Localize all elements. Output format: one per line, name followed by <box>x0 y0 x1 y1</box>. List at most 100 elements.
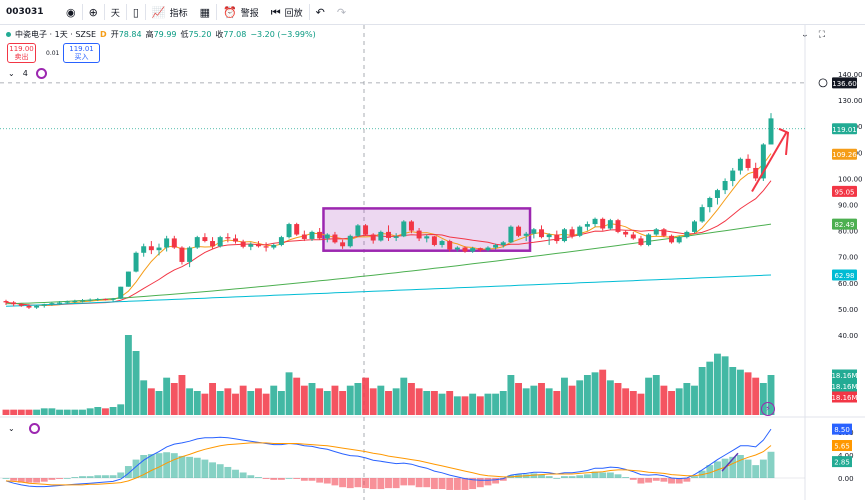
candle-body <box>255 244 261 247</box>
candle-body <box>171 238 177 248</box>
price-chart[interactable]: 140.00130.00120.00110.00100.0090.0080.00… <box>0 25 865 500</box>
alert-button[interactable]: ⏰ 警报 <box>217 0 265 24</box>
volume-bar <box>698 367 706 415</box>
candle-body <box>102 298 108 300</box>
volume-bar <box>277 391 285 415</box>
symbol-search[interactable]: 003031 <box>6 7 44 17</box>
macd-hist-bar <box>232 469 239 478</box>
macd-hist-bar <box>476 478 484 488</box>
indicator-toggle[interactable]: ⌄ 4 <box>8 68 47 79</box>
candle-body <box>431 236 437 245</box>
macd-hist-bar <box>369 478 377 490</box>
price-tick-label: 130.00 <box>838 97 863 105</box>
volume-bar <box>71 409 79 415</box>
macd-hist-bar <box>10 478 18 481</box>
redo-icon[interactable]: ↷ <box>336 5 347 19</box>
price-tag-label: 136.60 <box>832 80 857 88</box>
price-tick-label: 90.00 <box>838 202 858 210</box>
volume-bar <box>33 409 41 415</box>
volume-bar <box>675 388 683 415</box>
volume-bar <box>224 388 232 415</box>
volume-bar <box>507 375 515 415</box>
volume-bar <box>484 393 492 415</box>
candles-style-icon[interactable]: ▯ <box>132 5 139 19</box>
macd-tick-label: 0.00 <box>838 475 854 483</box>
compare-icon[interactable]: ◉ <box>66 5 76 19</box>
lightning-icon[interactable]: ⚡ <box>761 402 775 416</box>
volume-bar <box>308 383 316 415</box>
candle-body <box>623 231 629 235</box>
macd-hist-bar <box>147 454 155 478</box>
undo-icon[interactable]: ↶ <box>315 5 325 19</box>
macd-hist-bar <box>285 478 293 479</box>
volume-bar <box>492 393 500 415</box>
candle-body <box>699 207 705 222</box>
macd-hist-bar <box>109 475 117 478</box>
volume-bar <box>553 391 561 415</box>
volume-bar <box>140 380 148 415</box>
buy-button[interactable]: 119.01 买入 <box>63 43 100 63</box>
volume-tag <box>832 391 857 403</box>
volume-bar <box>599 369 607 415</box>
candle-body <box>156 247 162 251</box>
chevron-down-icon[interactable]: ⌄ <box>8 69 15 78</box>
layout-grid-icon[interactable]: ▦ <box>199 5 211 19</box>
fullscreen-icon[interactable]: ⛶ <box>818 30 825 40</box>
macd-hist-bar <box>102 475 109 478</box>
candle-body <box>187 247 193 262</box>
macd-hist-bar <box>132 459 140 478</box>
sell-label: 卖出 <box>14 53 29 61</box>
indicators-button[interactable]: 📈 指标 <box>146 0 194 24</box>
spread-value: 0.01 <box>46 50 60 57</box>
macd-hist-bar <box>660 478 668 482</box>
volume-bar <box>438 393 446 415</box>
volume-bar <box>515 383 522 415</box>
interval-button[interactable]: 天 <box>110 8 120 19</box>
macd-hist-bar <box>629 478 637 480</box>
replay-label: 回放 <box>284 8 303 19</box>
alarm-clock-icon: ⏰ <box>223 5 237 19</box>
ma-xlong-line <box>5 274 772 307</box>
candle-body <box>516 226 522 236</box>
volume-bar <box>346 385 354 415</box>
candle-body <box>592 218 598 225</box>
candle-body <box>485 247 491 251</box>
candle-body <box>439 241 445 245</box>
volume-bar <box>645 377 653 415</box>
macd-hist-bar <box>56 478 63 479</box>
volume-bar <box>117 404 125 415</box>
replay-button[interactable]: ⏮ 回放 <box>265 0 309 24</box>
candle-body <box>72 301 78 303</box>
candle-body <box>3 301 9 303</box>
candle-body <box>194 237 200 248</box>
candle-body <box>125 271 131 287</box>
macd-hist-bar <box>354 478 362 488</box>
buy-label: 买入 <box>74 53 89 61</box>
volume-bar <box>652 375 660 415</box>
candle-body <box>569 229 575 236</box>
sell-button[interactable]: 119.00 卖出 <box>7 43 36 63</box>
candle-body <box>500 242 506 245</box>
volume-bar <box>216 391 224 415</box>
candle-body <box>324 234 330 239</box>
volume-bar <box>48 408 56 415</box>
add-symbol-icon[interactable]: ⊕ <box>88 5 98 19</box>
volume-bar <box>721 356 729 415</box>
candle-body <box>669 235 675 243</box>
candle-body <box>508 226 514 243</box>
candle-body <box>271 244 277 248</box>
macd-hist-bar <box>40 478 48 482</box>
legend-title[interactable]: 中瓷电子 · 1天 · SZSE <box>15 30 97 39</box>
candle-body <box>470 248 476 252</box>
macd-hist-bar <box>652 478 660 481</box>
price-tag-label: 109.26 <box>832 151 857 159</box>
macd-hist-bar <box>675 478 683 484</box>
chevron-down-icon[interactable]: ⌄ <box>8 424 15 433</box>
volume-bar <box>606 380 614 415</box>
volume-bar <box>736 369 744 415</box>
macd-hist-bar <box>170 453 178 478</box>
macd-arrow-line <box>721 452 739 472</box>
candle-body <box>561 229 567 242</box>
candle-body <box>118 286 124 299</box>
candle-body <box>653 229 659 235</box>
